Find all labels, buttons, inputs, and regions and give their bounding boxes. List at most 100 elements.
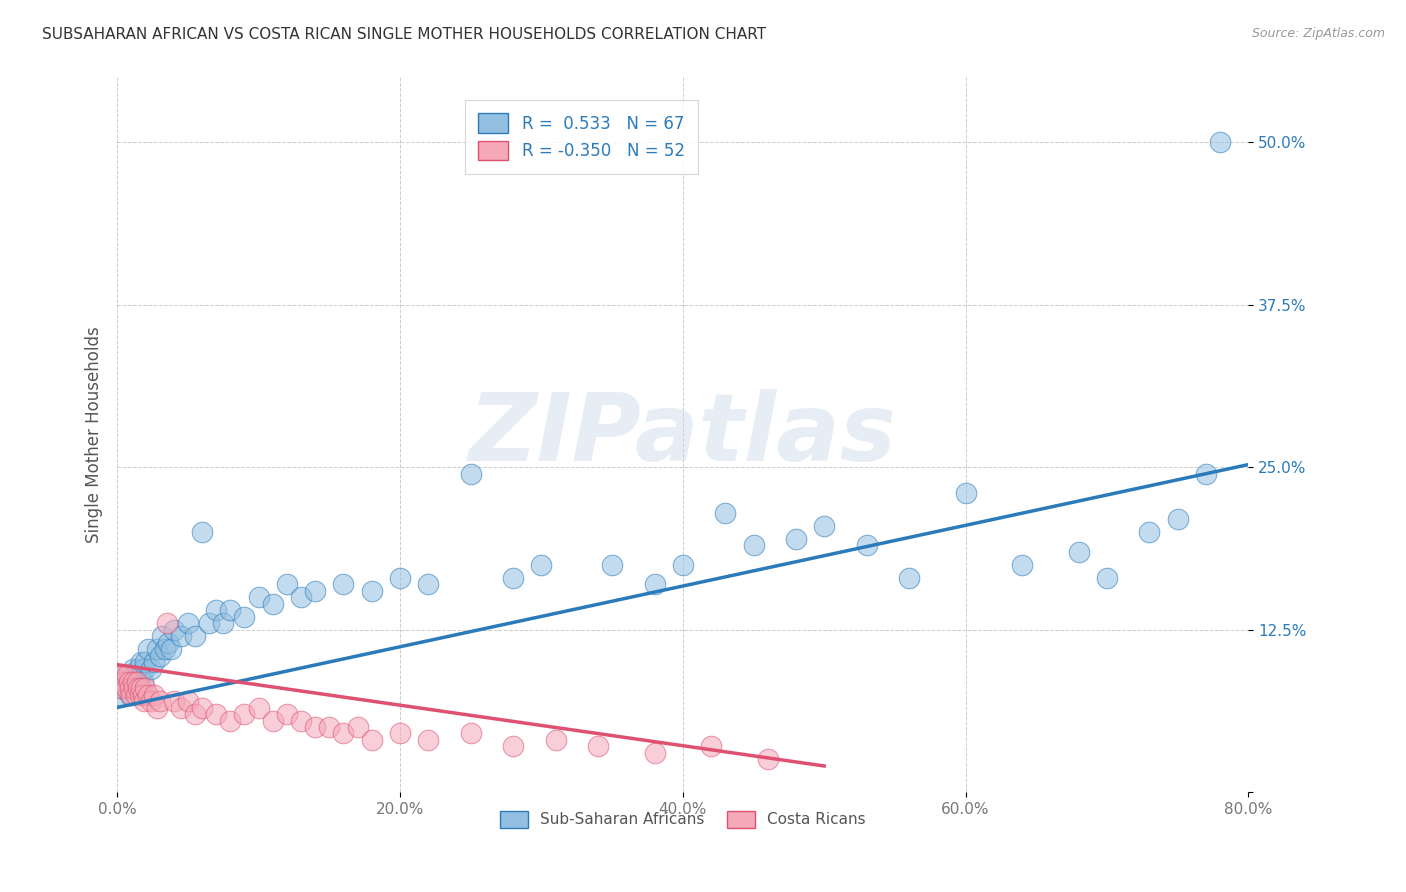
- Text: SUBSAHARAN AFRICAN VS COSTA RICAN SINGLE MOTHER HOUSEHOLDS CORRELATION CHART: SUBSAHARAN AFRICAN VS COSTA RICAN SINGLE…: [42, 27, 766, 42]
- Point: [170, 700, 193, 714]
- Point: [156, 616, 179, 631]
- Point: [418, 733, 440, 747]
- Point: [205, 603, 228, 617]
- Point: [418, 577, 440, 591]
- Point: [124, 668, 146, 682]
- Point: [1195, 467, 1218, 481]
- Point: [360, 583, 382, 598]
- Text: ZIPatlas: ZIPatlas: [468, 389, 897, 481]
- Y-axis label: Single Mother Households: Single Mother Households: [86, 326, 103, 543]
- Point: [134, 655, 156, 669]
- Point: [460, 726, 482, 740]
- Point: [163, 623, 186, 637]
- Point: [170, 629, 193, 643]
- Point: [129, 655, 152, 669]
- Point: [131, 688, 153, 702]
- Point: [132, 694, 155, 708]
- Point: [146, 700, 169, 714]
- Point: [155, 642, 177, 657]
- Point: [388, 726, 411, 740]
- Point: [644, 746, 666, 760]
- Point: [785, 532, 807, 546]
- Point: [139, 661, 162, 675]
- Point: [152, 629, 174, 643]
- Point: [108, 688, 131, 702]
- Point: [600, 558, 623, 572]
- Point: [115, 674, 138, 689]
- Point: [136, 688, 159, 702]
- Point: [125, 674, 148, 689]
- Point: [160, 642, 183, 657]
- Point: [110, 681, 132, 695]
- Point: [111, 674, 134, 689]
- Point: [117, 668, 139, 682]
- Point: [112, 674, 135, 689]
- Point: [108, 674, 131, 689]
- Point: [120, 674, 142, 689]
- Point: [1139, 525, 1161, 540]
- Point: [955, 486, 977, 500]
- Point: [114, 681, 136, 695]
- Point: [205, 706, 228, 721]
- Point: [1209, 136, 1232, 150]
- Point: [120, 688, 142, 702]
- Point: [149, 694, 172, 708]
- Point: [304, 720, 326, 734]
- Point: [134, 681, 156, 695]
- Point: [742, 538, 765, 552]
- Point: [118, 681, 141, 695]
- Text: Source: ZipAtlas.com: Source: ZipAtlas.com: [1251, 27, 1385, 40]
- Point: [131, 674, 153, 689]
- Point: [756, 752, 779, 766]
- Point: [142, 688, 165, 702]
- Point: [332, 726, 354, 740]
- Point: [586, 739, 609, 754]
- Point: [898, 571, 921, 585]
- Point: [146, 642, 169, 657]
- Point: [125, 674, 148, 689]
- Point: [136, 642, 159, 657]
- Point: [262, 597, 284, 611]
- Point: [177, 616, 200, 631]
- Point: [149, 648, 172, 663]
- Legend: Sub-Saharan Africans, Costa Ricans: Sub-Saharan Africans, Costa Ricans: [494, 805, 872, 834]
- Point: [132, 661, 155, 675]
- Point: [700, 739, 723, 754]
- Point: [332, 577, 354, 591]
- Point: [114, 681, 136, 695]
- Point: [1067, 544, 1090, 558]
- Point: [191, 700, 214, 714]
- Point: [290, 590, 312, 604]
- Point: [672, 558, 695, 572]
- Point: [118, 688, 141, 702]
- Point: [1095, 571, 1118, 585]
- Point: [219, 714, 242, 728]
- Point: [388, 571, 411, 585]
- Point: [360, 733, 382, 747]
- Point: [247, 590, 270, 604]
- Point: [530, 558, 553, 572]
- Point: [304, 583, 326, 598]
- Point: [163, 694, 186, 708]
- Point: [184, 629, 207, 643]
- Point: [219, 603, 242, 617]
- Point: [184, 706, 207, 721]
- Point: [157, 635, 180, 649]
- Point: [346, 720, 368, 734]
- Point: [115, 668, 138, 682]
- Point: [127, 661, 149, 675]
- Point: [502, 571, 524, 585]
- Point: [127, 681, 149, 695]
- Point: [117, 674, 139, 689]
- Point: [128, 668, 150, 682]
- Point: [191, 525, 214, 540]
- Point: [122, 681, 145, 695]
- Point: [714, 506, 737, 520]
- Point: [142, 655, 165, 669]
- Point: [212, 616, 235, 631]
- Point: [813, 518, 835, 533]
- Point: [233, 609, 256, 624]
- Point: [460, 467, 482, 481]
- Point: [128, 688, 150, 702]
- Point: [122, 681, 145, 695]
